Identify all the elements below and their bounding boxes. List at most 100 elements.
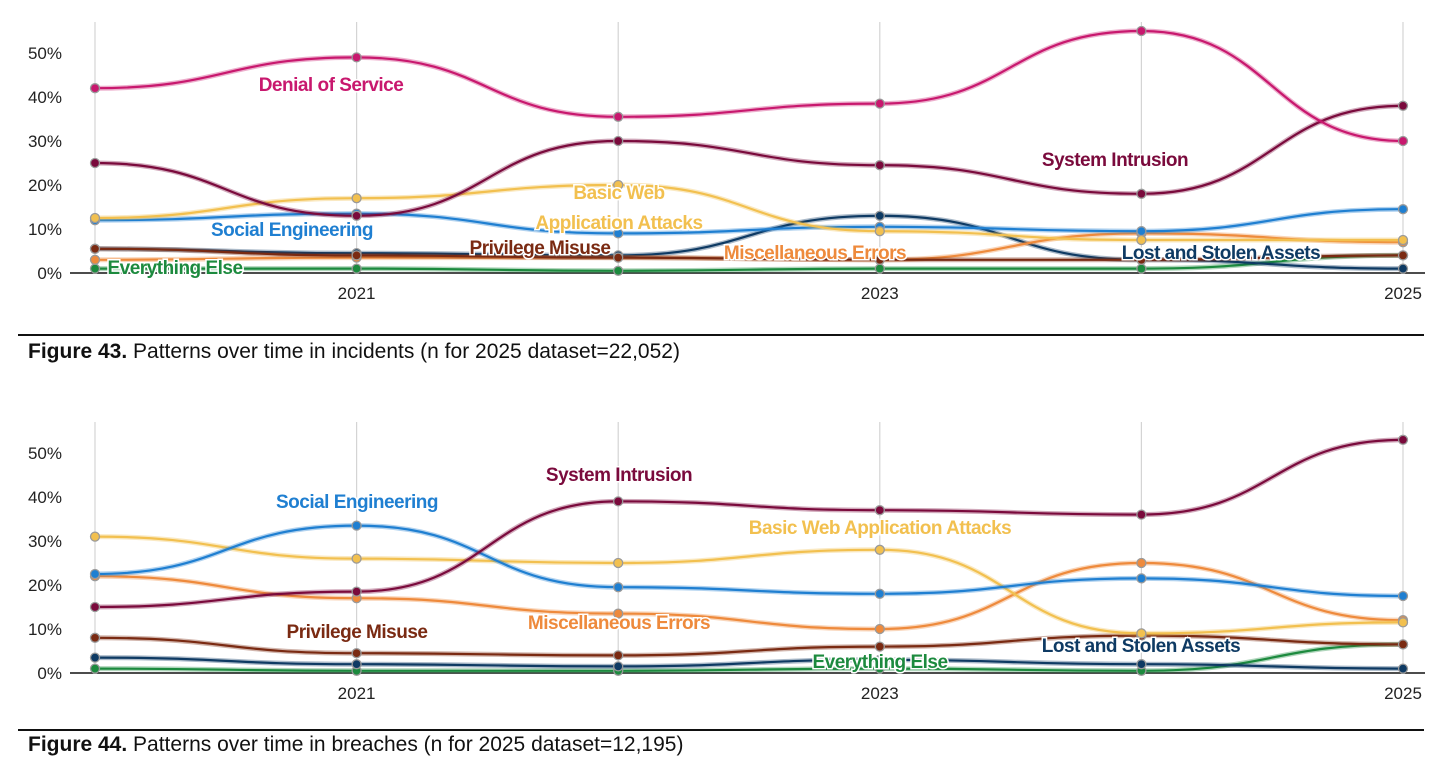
data-point — [1397, 135, 1409, 147]
data-point — [1397, 250, 1409, 261]
series-labels: System Intrusion Social Engineering Basic … — [274, 464, 1242, 675]
data-point — [613, 650, 624, 661]
data-point — [1397, 639, 1409, 650]
series-label-social-engineering: Social Engineering — [276, 492, 438, 513]
series-privilege-misuse — [89, 630, 1409, 661]
data-point — [1397, 617, 1409, 628]
data-point — [351, 210, 362, 221]
y-tick-label: 0% — [37, 264, 62, 283]
data-point — [613, 608, 624, 619]
incidents-chart-svg: 0% 10% 20% 30% 40% 50% 2021 2023 2025 Denial of S… — [28, 22, 1425, 303]
data-point — [1136, 188, 1147, 199]
series-label-system-intrusion: System Intrusion — [1042, 150, 1188, 171]
series-label-social-engineering: Social Engineering — [211, 220, 373, 241]
series-basic-web-application-attacks — [89, 179, 1409, 246]
series-line — [94, 561, 1404, 631]
data-point — [1397, 100, 1409, 111]
series-label-miscellaneous-errors: Miscellaneous Errors — [724, 243, 906, 264]
series-privilege-misuse — [89, 243, 1409, 265]
y-tick-labels: 0% 10% 20% 30% 40% 50% — [28, 444, 62, 683]
series-label-everything-else: Everything Else — [812, 652, 947, 673]
series-system-intrusion — [89, 434, 1409, 613]
data-point — [613, 111, 624, 122]
y-tick-labels: 0% 10% 20% 30% 40% 50% — [28, 44, 62, 283]
data-point — [874, 263, 885, 274]
figure-44-caption-bold: Figure 44. — [28, 733, 128, 756]
breaches-chart-svg: 0% 10% 20% 30% 40% 50% 2021 2023 2025 System Intr… — [28, 422, 1425, 703]
series-lost-and-stolen-assets — [89, 652, 1409, 674]
series-label-basic-web: Basic Web — [573, 183, 664, 204]
y-tick-label: 20% — [28, 576, 62, 595]
series-basic-web-application-attacks — [89, 531, 1409, 639]
y-tick-label: 30% — [28, 532, 62, 551]
figure-43-caption-bold: Figure 43. — [28, 340, 128, 363]
y-tick-label: 10% — [28, 220, 62, 239]
incidents-chart: 0% 10% 20% 30% 40% 50% 2021 2023 2025 Denial of S… — [0, 0, 1456, 303]
series-line — [94, 104, 1404, 217]
figure-43-rule — [18, 334, 1424, 336]
series-line — [94, 634, 1404, 657]
data-point — [351, 52, 362, 63]
x-tick-label: 2025 — [1384, 284, 1422, 300]
data-point — [613, 557, 624, 569]
grid — [70, 22, 1425, 274]
series-line — [94, 438, 1404, 609]
data-point — [1397, 590, 1409, 602]
x-tick-labels: 2021 2023 2025 — [338, 284, 1422, 303]
data-point — [1136, 628, 1147, 639]
data-point — [1136, 573, 1147, 584]
data-point — [613, 228, 624, 239]
data-point — [1397, 204, 1409, 215]
breaches-chart: 0% 10% 20% 30% 40% 50% 2021 2023 2025 System Intr… — [0, 400, 1456, 703]
x-tick-label: 2025 — [1384, 684, 1422, 700]
x-tick-labels: 2021 2023 2025 — [338, 684, 1422, 703]
data-point — [351, 520, 362, 531]
data-point — [89, 531, 101, 542]
y-tick-label: 40% — [28, 488, 62, 507]
data-point — [1136, 254, 1147, 265]
data-point — [351, 250, 362, 261]
data-point — [1136, 263, 1147, 274]
data-point — [874, 505, 885, 516]
data-point — [613, 265, 624, 276]
y-tick-label: 20% — [28, 176, 62, 195]
data-point — [89, 212, 101, 224]
data-point — [874, 210, 885, 221]
data-point — [1136, 25, 1147, 37]
series-label-denial-of-service: Denial of Service — [259, 75, 404, 96]
y-tick-label: 50% — [28, 444, 62, 463]
data-point — [351, 659, 362, 670]
series-labels: Denial of Service System Intrusion Basic W… — [106, 74, 1322, 281]
data-point — [89, 632, 101, 643]
series-label-application-attacks: Application Attacks — [535, 213, 702, 234]
data-point — [89, 263, 101, 274]
data-point — [874, 160, 885, 171]
data-point — [89, 243, 101, 254]
series-system-intrusion — [89, 100, 1409, 221]
data-point — [89, 83, 101, 94]
series-label-lost-and-stolen-assets: Lost and Stolen Assets — [1122, 243, 1320, 264]
data-point — [1397, 234, 1409, 246]
x-tick-label: 2023 — [861, 684, 899, 700]
series-line — [94, 535, 1404, 635]
series-lines — [89, 25, 1409, 276]
series-label-basic-web-application-attacks: Basic Web Application Attacks — [749, 518, 1011, 539]
data-point — [874, 623, 885, 635]
series-label-lost-and-stolen-assets: Lost and Stolen Assets — [1042, 636, 1240, 657]
series-label-miscellaneous-errors: Miscellaneous Errors — [528, 613, 710, 634]
figure-43-caption: Figure 43. Patterns over time in inciden… — [28, 340, 680, 364]
series-line — [94, 656, 1404, 670]
data-point — [613, 661, 624, 672]
series-denial-of-service — [89, 25, 1409, 147]
data-point — [1136, 234, 1147, 246]
data-point — [351, 586, 362, 597]
data-point — [1136, 226, 1147, 237]
data-point — [1136, 659, 1147, 670]
data-point — [613, 135, 624, 147]
series-line — [94, 643, 1404, 672]
data-point — [1397, 663, 1409, 674]
data-point — [874, 654, 885, 665]
data-point — [1136, 557, 1147, 569]
figure-44-rule — [18, 729, 1424, 731]
series-line — [94, 247, 1404, 261]
